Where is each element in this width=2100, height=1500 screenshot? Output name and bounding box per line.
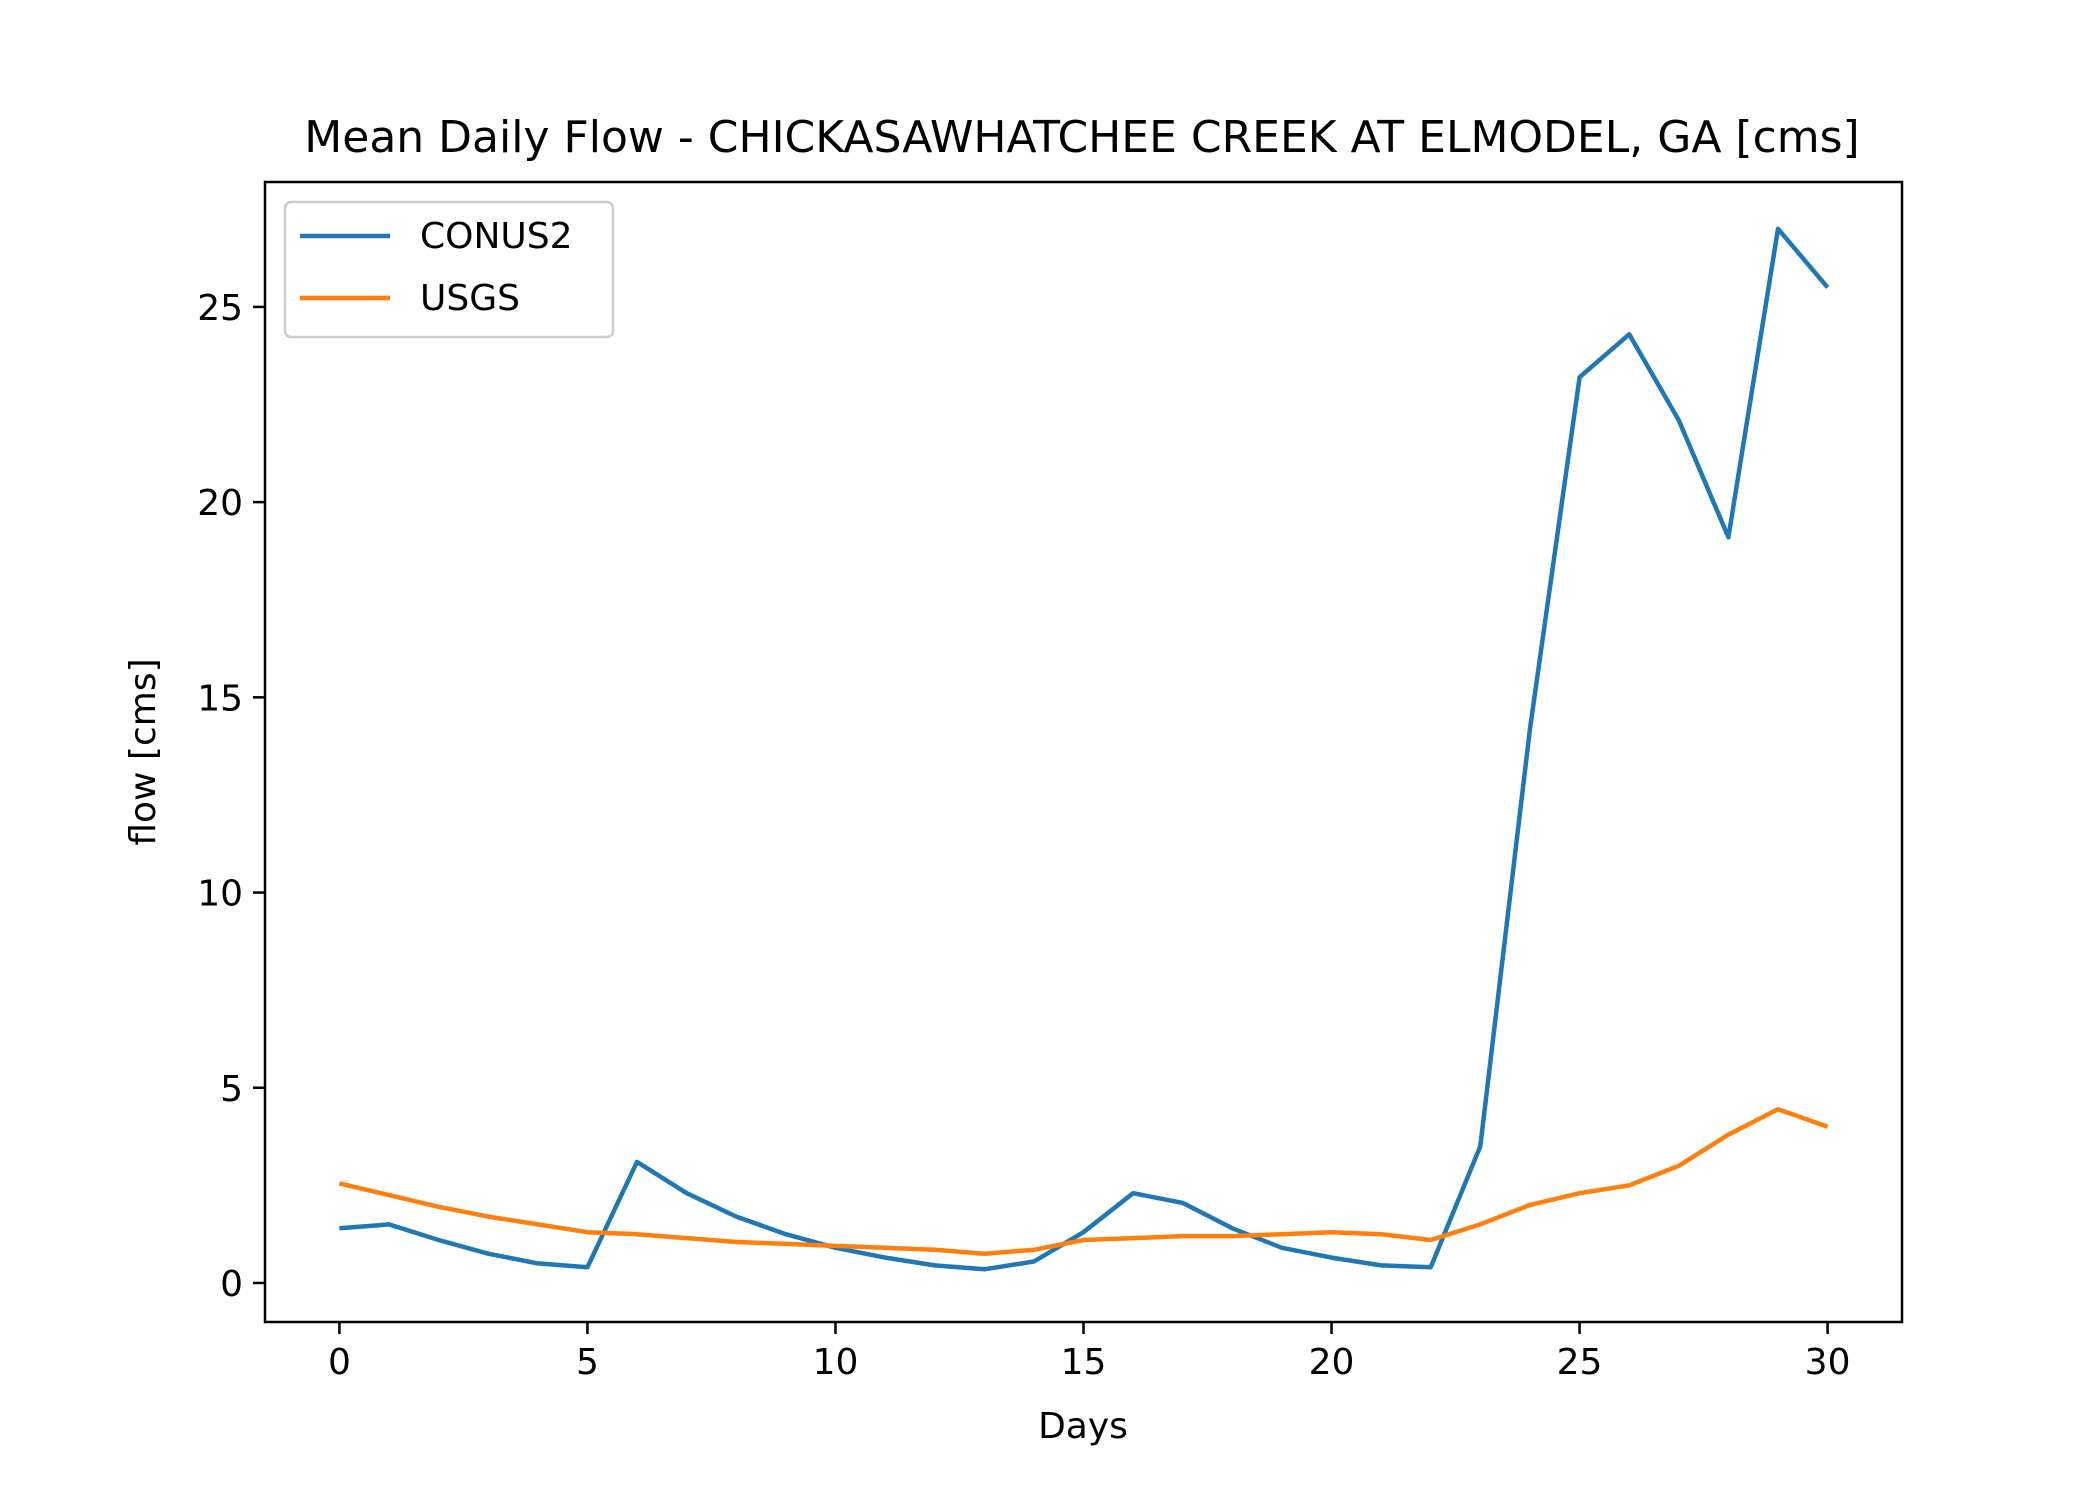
x-tick-label: 20 [1309,1342,1355,1383]
chart-title: Mean Daily Flow - CHICKASAWHATCHEE CREEK… [304,112,1859,163]
y-tick-label: 0 [220,1264,243,1305]
y-tick-label: 20 [197,483,243,524]
series-layer [338,226,1830,1272]
legend-label-conus2: CONUS2 [420,216,573,257]
x-axis-ticks: 0 5 10 15 20 25 30 [328,1322,1851,1383]
x-tick-label: 25 [1557,1342,1603,1383]
y-tick-label: 25 [197,288,243,329]
x-axis-label: Days [1038,1406,1128,1447]
y-tick-label: 15 [197,678,243,719]
legend-label-usgs: USGS [420,278,520,319]
x-tick-label: 0 [328,1342,351,1383]
y-tick-label: 10 [197,874,243,915]
x-tick-label: 15 [1061,1342,1107,1383]
x-tick-label: 5 [576,1342,599,1383]
x-tick-label: 10 [813,1342,859,1383]
y-axis-label: flow [cms] [123,658,164,845]
y-axis-ticks: 0 5 10 15 20 25 [197,288,265,1305]
legend: CONUS2 USGS [283,200,615,339]
y-tick-label: 5 [220,1069,243,1110]
x-tick-label: 30 [1805,1342,1851,1383]
